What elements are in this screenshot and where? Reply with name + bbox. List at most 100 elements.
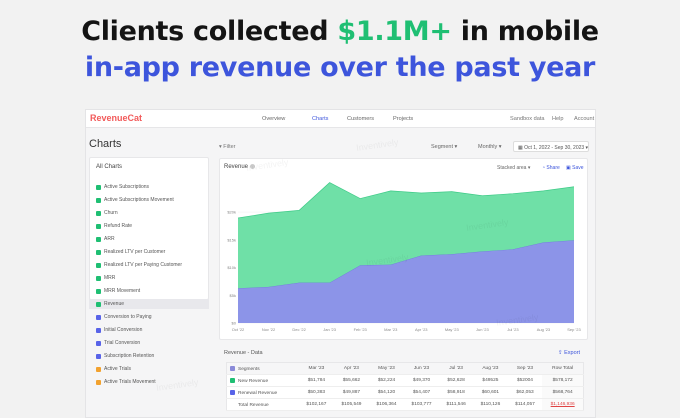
export-button[interactable]: ⇪ Export — [558, 350, 581, 356]
sidebar-item-label: ARR — [104, 236, 115, 242]
sidebar-item-label: Realized LTV per Paying Customer — [104, 262, 182, 268]
select-all-checkbox[interactable] — [230, 365, 235, 371]
sidebar-item-active-trials-movement[interactable]: Active Trials Movement — [96, 377, 156, 387]
value-cell: $49,887 — [333, 386, 369, 399]
segment-select[interactable]: Segment ▾ — [431, 144, 458, 150]
sidebar-item-realized-ltv-per-customer[interactable]: Realized LTV per Customer — [96, 247, 165, 257]
watermark: Inventively — [155, 377, 200, 393]
headline-highlight: $1.1M+ — [337, 16, 452, 47]
sidebar-item-label: Conversion to Paying — [104, 314, 152, 320]
nav-customers[interactable]: Customers — [347, 116, 375, 122]
chart-icon — [96, 353, 101, 359]
nav-overview[interactable]: Overview — [262, 116, 286, 122]
sidebar-item-conversion-to-paying[interactable]: Conversion to Paying — [96, 312, 152, 322]
date-range-picker[interactable]: ▦ Oct 1, 2022 - Sep 30, 2023 ▾ — [513, 141, 589, 152]
x-tick-label: Sep '23 — [567, 327, 581, 332]
sidebar-item-trial-conversion[interactable]: Trial Conversion — [96, 338, 140, 348]
value-cell: $111,546 — [439, 398, 474, 411]
sidebar-item-label: Initial Conversion — [104, 327, 143, 333]
table-row: Total Revenue $102,167 $105,549 $106,364 $10… — [226, 398, 584, 411]
headline-banner: Clients collected $1.1M+ in mobile in-ap… — [0, 0, 680, 112]
value-cell: $52004 — [507, 374, 543, 387]
value-cell: $54,407 — [404, 386, 440, 399]
segments-header: Segments — [226, 362, 299, 375]
sidebar-item-label: MRR Movement — [104, 288, 141, 294]
chart-icon — [96, 210, 101, 216]
sidebar-item-label: Subscription Retention — [104, 353, 155, 359]
x-tick-label: Apr '23 — [415, 327, 428, 332]
chart-icon — [96, 249, 101, 255]
row-checkbox[interactable] — [230, 377, 235, 383]
stacked-area-select[interactable]: Stacked area ▾ — [497, 165, 531, 171]
filter-button[interactable]: ▾ Filter — [219, 144, 236, 150]
help-menu[interactable]: Help — [552, 116, 564, 122]
sidebar-item-label: Active Trials Movement — [104, 379, 156, 385]
sidebar-item-subscription-retention[interactable]: Subscription Retention — [96, 351, 154, 361]
x-tick-label: Jul '23 — [507, 327, 519, 332]
sidebar-item-churn[interactable]: Churn — [96, 208, 118, 218]
sidebar-item-refund-rate[interactable]: Refund Rate — [96, 221, 132, 231]
chart-icon — [96, 262, 101, 268]
segment-cell: Total Revenue — [226, 398, 299, 411]
sidebar-item-active-trials[interactable]: Active Trials — [96, 364, 131, 374]
top-nav: RevenueCat Overview Charts Customers Pro… — [86, 110, 595, 128]
value-cell: $49,370 — [404, 374, 440, 387]
area-series-renewal-revenue[interactable] — [238, 240, 574, 323]
chart-icon — [96, 223, 101, 229]
value-cell: $51,784 — [298, 374, 334, 387]
value-cell: $102,167 — [298, 398, 334, 411]
chart-icon — [96, 288, 101, 294]
value-cell: $105,549 — [333, 398, 369, 411]
y-tick-label: $15k — [227, 237, 236, 242]
nav-projects[interactable]: Projects — [393, 116, 414, 122]
chart-icon — [96, 184, 101, 190]
nav-charts[interactable]: Charts — [312, 116, 329, 122]
value-cell: $62,053 — [507, 386, 543, 399]
account-menu[interactable]: Account — [574, 116, 595, 122]
x-tick-label: May '23 — [445, 327, 460, 332]
save-button[interactable]: ▣ Save — [566, 165, 584, 171]
value-cell: $50,383 — [298, 386, 334, 399]
column-header[interactable]: Row Total — [542, 362, 584, 375]
y-tick-label: $20k — [227, 210, 236, 215]
sidebar-item-active-subscriptions[interactable]: Active Subscriptions — [96, 182, 149, 192]
value-cell: $103,777 — [404, 398, 440, 411]
sidebar-item-mrr-movement[interactable]: MRR Movement — [96, 286, 140, 296]
sidebar-item-label: Churn — [104, 210, 118, 216]
sidebar-item-label: Active Trials — [104, 366, 131, 372]
headline-line-1: Clients collected $1.1M+ in mobile — [81, 16, 599, 47]
column-header: Mar '23 — [298, 362, 334, 375]
charts-sidebar: All Charts — [89, 157, 209, 300]
sandbox-data-toggle[interactable]: Sandbox data — [510, 116, 545, 122]
share-button[interactable]: ◔ Share — [542, 165, 560, 171]
table-header-row: Segments Mar '23 Apr '23 May '23 Jun '23 Jul … — [226, 362, 584, 375]
table-row: New Revenue $51,784 $55,662 $52,224 $49,370 $… — [226, 374, 584, 387]
value-cell: $60,601 — [473, 386, 508, 399]
sidebar-item-mrr[interactable]: MRR — [96, 273, 115, 283]
sidebar-item-label: Active Subscriptions — [104, 184, 150, 190]
x-tick-label: Dec '22 — [292, 327, 306, 332]
revenue-data-table: Segments Mar '23 Apr '23 May '23 Jun '23 Jul … — [226, 362, 584, 411]
sidebar-item-realized-ltv-per-paying-customer[interactable]: Realized LTV per Paying Customer — [96, 260, 182, 270]
value-cell: $578,172 — [542, 374, 584, 387]
chart-icon — [96, 197, 101, 203]
interval-select[interactable]: Monthly ▾ — [478, 144, 502, 150]
sidebar-item-revenue[interactable]: Revenue — [89, 299, 209, 309]
row-checkbox[interactable] — [230, 389, 235, 395]
area-series-new-revenue[interactable] — [238, 182, 574, 289]
x-tick-label: Nov '22 — [262, 327, 276, 332]
value-cell: $106,364 — [368, 398, 405, 411]
app-window: RevenueCat Overview Charts Customers Pro… — [85, 109, 596, 418]
revenue-chart: $0 $5k $10k $15k $20k Oct '22 Nov '22 Dec '22 Ja… — [227, 182, 581, 332]
sidebar-item-arr[interactable]: ARR — [96, 234, 115, 244]
chart-icon — [96, 379, 101, 385]
info-icon[interactable] — [250, 164, 256, 169]
sidebar-item-label: Realized LTV per Customer — [104, 249, 166, 255]
chart-icon — [96, 314, 101, 320]
chart-panel: Revenue Stacked area ▾ ◔ Share ▣ Save $0… — [219, 158, 588, 340]
value-cell: $114,057 — [507, 398, 543, 411]
x-tick-label: Mar '23 — [384, 327, 398, 332]
column-header: Jul '23 — [439, 362, 474, 375]
sidebar-item-initial-conversion[interactable]: Initial Conversion — [96, 325, 142, 335]
sidebar-item-active-subscriptions-movement[interactable]: Active Subscriptions Movement — [96, 195, 174, 205]
